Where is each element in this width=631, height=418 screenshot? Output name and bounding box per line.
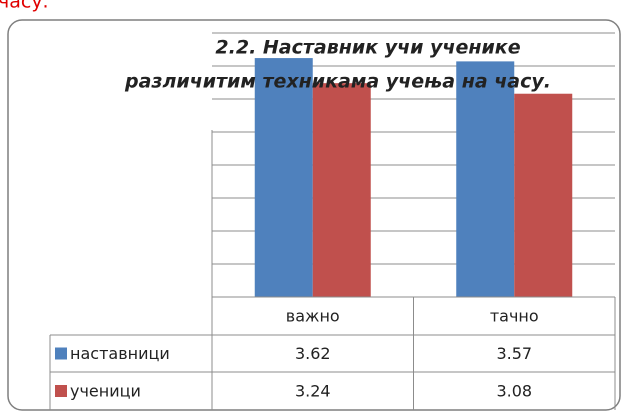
table-value: 3.08 bbox=[496, 382, 532, 401]
table-value: 3.24 bbox=[295, 382, 331, 401]
bar bbox=[312, 83, 371, 297]
legend-label: ученици bbox=[70, 382, 141, 401]
chart-title: 2.2. Наставник учи ученике bbox=[215, 37, 520, 59]
marks bbox=[254, 58, 573, 297]
legend-label: наставници bbox=[70, 344, 170, 363]
bar bbox=[456, 61, 515, 297]
legend-swatch bbox=[55, 347, 67, 360]
table-value: 3.62 bbox=[295, 344, 331, 363]
category-label: важно bbox=[286, 307, 340, 326]
legend-swatch bbox=[55, 385, 67, 397]
bar bbox=[514, 93, 573, 297]
heading-fragment: часу. bbox=[0, 0, 49, 13]
chart-title: различитим техникама учења на часу. bbox=[124, 71, 551, 93]
table-value: 3.57 bbox=[496, 344, 532, 363]
bar bbox=[254, 58, 313, 297]
category-label: тачно bbox=[490, 307, 539, 326]
